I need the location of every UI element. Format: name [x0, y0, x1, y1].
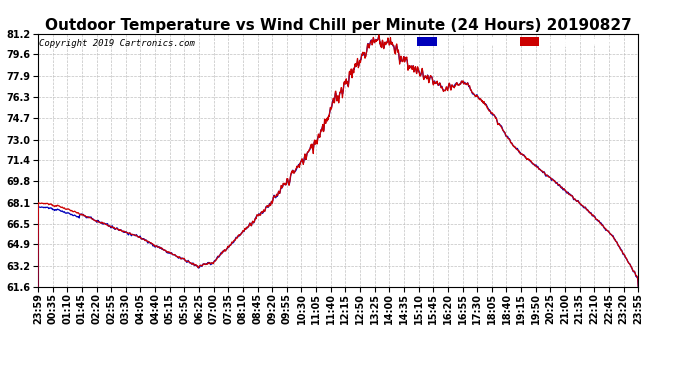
Title: Outdoor Temperature vs Wind Chill per Minute (24 Hours) 20190827: Outdoor Temperature vs Wind Chill per Mi…: [45, 18, 631, 33]
Text: Copyright 2019 Cartronics.com: Copyright 2019 Cartronics.com: [39, 39, 195, 48]
Legend: Wind Chill (°F), Temperature (°F): Wind Chill (°F), Temperature (°F): [415, 35, 638, 49]
